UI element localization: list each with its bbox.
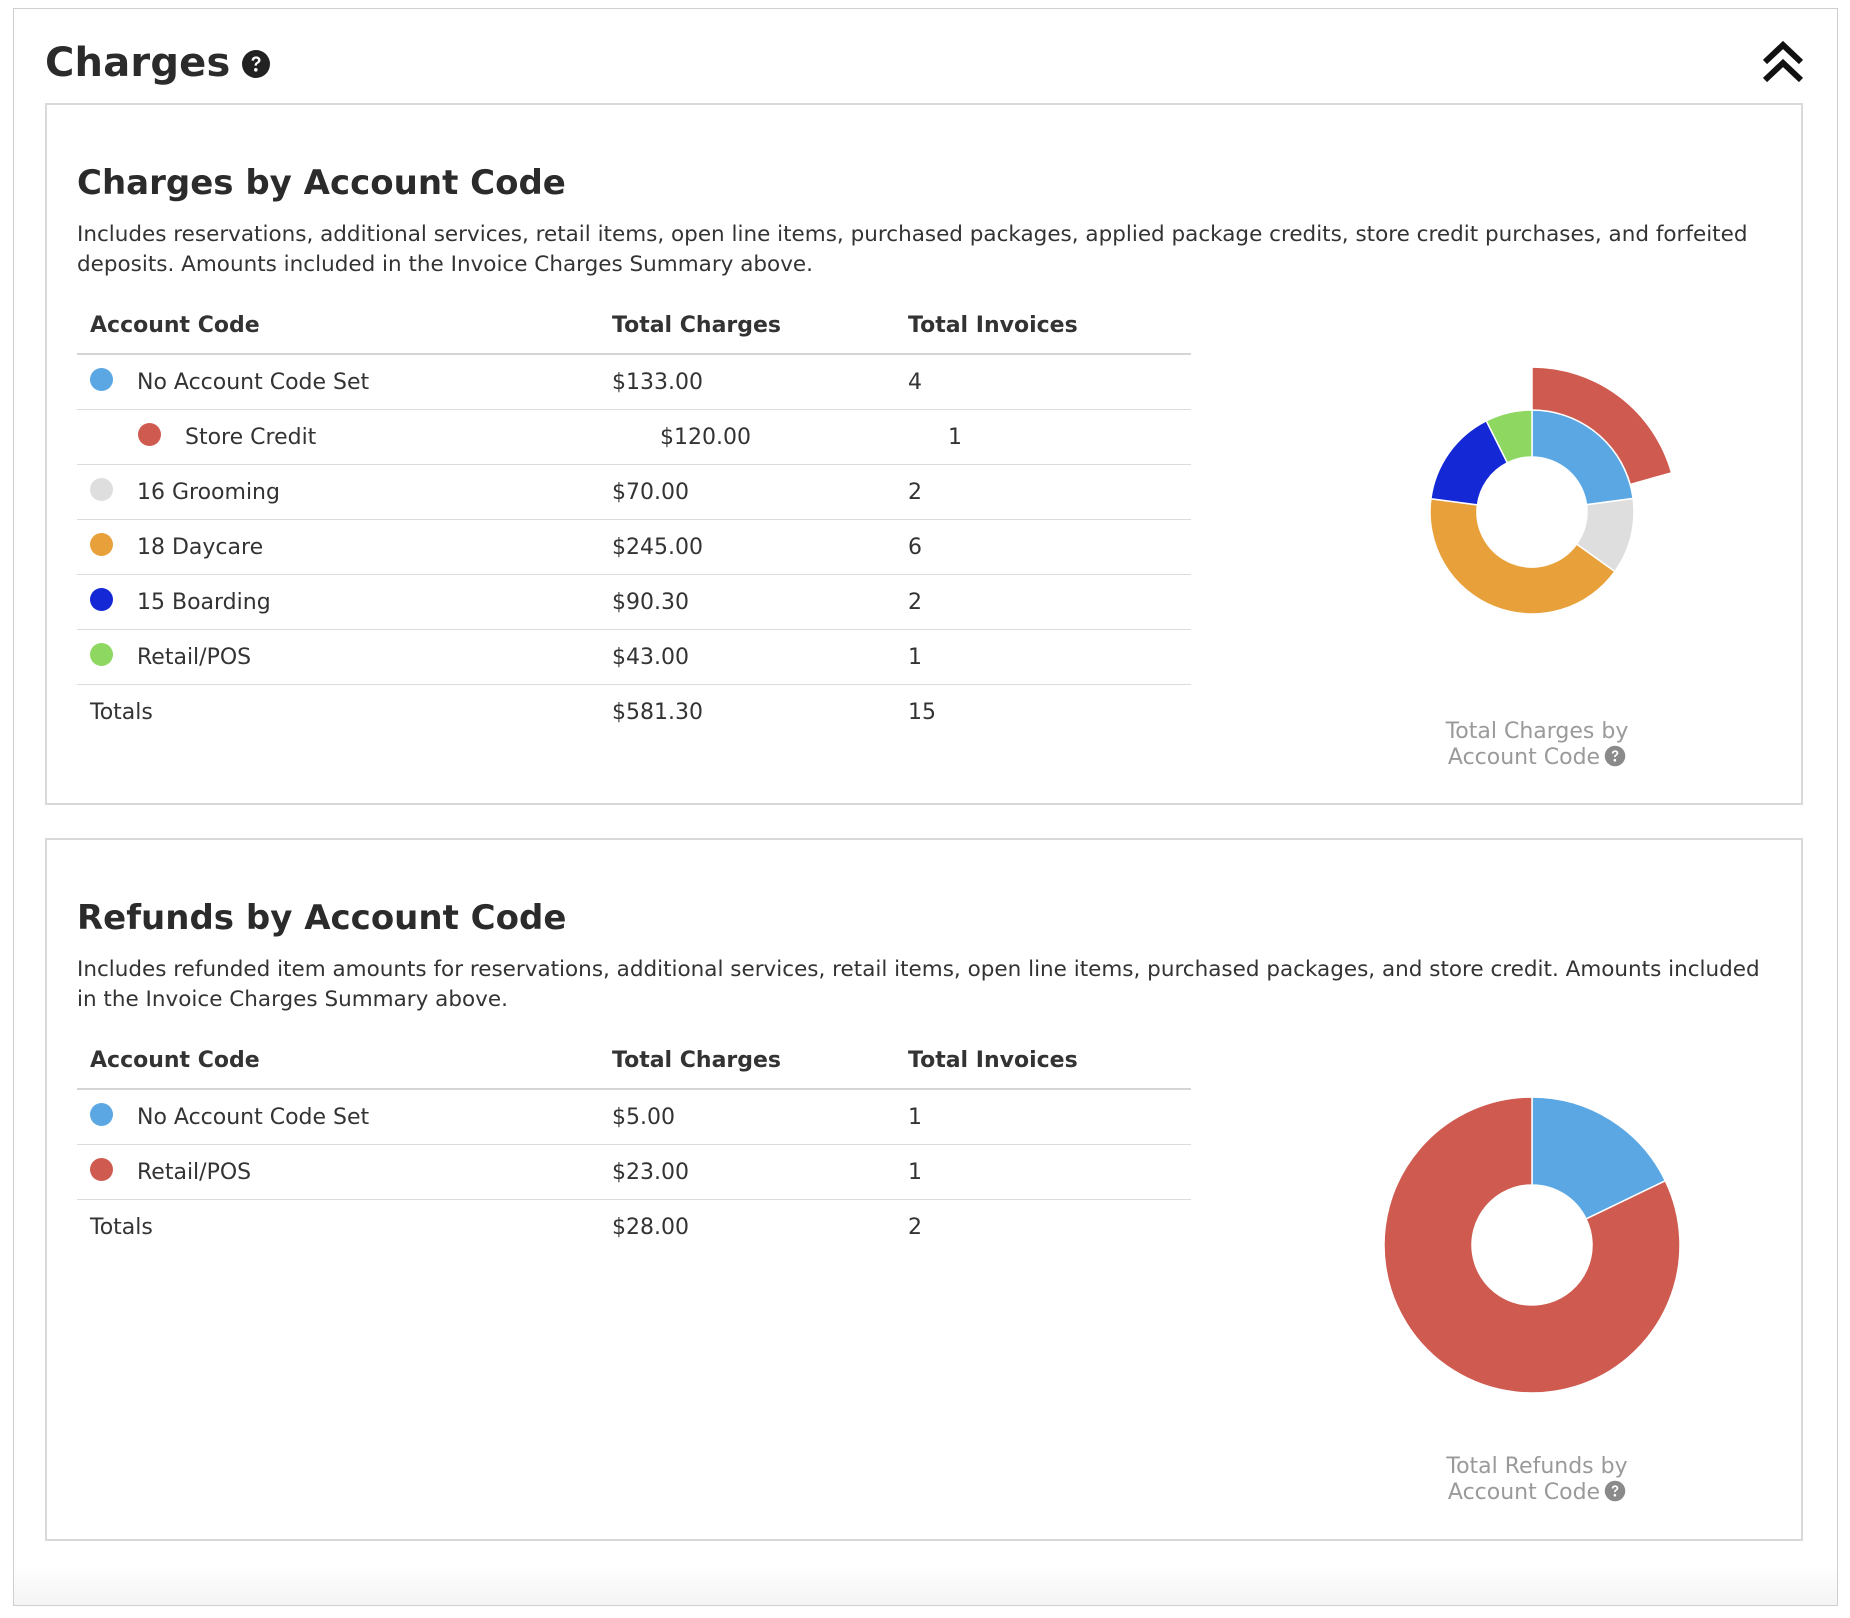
table-header-row: Account Code Total Charges Total Invoice… [77, 297, 1191, 355]
table-row: No Account Code Set $133.00 4 [77, 354, 1191, 410]
charges-by-account-code-panel: Charges by Account Code Includes reserva… [45, 103, 1803, 805]
column-header: Total Charges [599, 297, 895, 355]
double-chevron-up-icon [1762, 40, 1804, 83]
total-charges-cell: $245.00 [599, 519, 895, 575]
totals-label: Totals [90, 699, 153, 725]
account-code-label: No Account Code Set [137, 1104, 370, 1130]
charges-donut-chart [1429, 366, 1673, 615]
section-header: Charges [45, 38, 271, 88]
account-code-cell: No Account Code Set [77, 1089, 599, 1145]
totals-invoices: 2 [908, 1214, 922, 1240]
legend-dot-icon [90, 368, 113, 391]
account-code-cell: Retail/POS [77, 629, 599, 685]
question-circle-icon[interactable] [1604, 745, 1626, 767]
total-charges-cell: $90.30 [599, 574, 895, 630]
account-code-label: 16 Grooming [137, 479, 280, 505]
donut-slice-18-daycare[interactable] [1429, 497, 1616, 615]
refunds-table: Account Code Total Charges Total Invoice… [77, 1032, 1191, 1254]
table-row: Retail/POS $23.00 1 [77, 1144, 1191, 1200]
total-invoices-cell: 1 [895, 1144, 1191, 1200]
total-invoices-cell: 4 [895, 354, 1191, 410]
total-charges-cell: $23.00 [599, 1144, 895, 1200]
table-row: 15 Boarding $90.30 2 [77, 574, 1191, 630]
section-footer-shade [14, 1565, 1837, 1605]
charges-panel-title: Charges by Account Code [77, 163, 566, 203]
total-invoices-cell: 1 [895, 1089, 1191, 1145]
collapse-button[interactable] [1759, 38, 1807, 86]
account-code-label: 18 Daycare [137, 534, 264, 560]
chart-caption-line1: Total Refunds by [1446, 1454, 1628, 1479]
legend-dot-icon [90, 533, 113, 556]
charges-panel-description: Includes reservations, additional servic… [77, 222, 1748, 277]
total-invoices-cell: 6 [895, 519, 1191, 575]
totals-amount: $581.30 [612, 699, 703, 725]
totals-amount: $28.00 [612, 1214, 689, 1240]
donut-slice-store-credit[interactable] [1531, 366, 1673, 486]
legend-dot-icon [90, 643, 113, 666]
donut-slice-retail-pos[interactable] [1485, 409, 1533, 464]
table-row: 16 Grooming $70.00 2 [77, 464, 1191, 520]
total-charges-cell: $133.00 [599, 354, 895, 410]
account-code-cell: 16 Grooming [77, 464, 599, 520]
chart-caption-line1: Total Charges by [1445, 719, 1629, 744]
refunds-donut-chart [1383, 1096, 1681, 1394]
account-code-label: 15 Boarding [137, 589, 271, 615]
account-code-cell: Store Credit [77, 409, 599, 465]
column-header: Total Charges [599, 1032, 895, 1090]
refunds-panel-title: Refunds by Account Code [77, 898, 567, 938]
account-code-cell: 18 Daycare [77, 519, 599, 575]
legend-dot-icon [90, 1103, 113, 1126]
donut-slice-no-account-code-set[interactable] [1531, 1096, 1667, 1220]
account-code-cell: Retail/POS [77, 1144, 599, 1200]
account-code-cell: No Account Code Set [77, 354, 599, 410]
table-row: 18 Daycare $245.00 6 [77, 519, 1191, 575]
refunds-chart-caption: Total Refunds by Account Code [1377, 1454, 1697, 1506]
table-row: No Account Code Set $5.00 1 [77, 1089, 1191, 1145]
total-charges-cell: $70.00 [599, 464, 895, 520]
question-circle-icon[interactable] [1604, 1480, 1626, 1502]
column-header: Account Code [77, 297, 599, 355]
charges-table: Account Code Total Charges Total Invoice… [77, 297, 1191, 739]
totals-invoices: 15 [908, 699, 936, 725]
total-charges-cell: $120.00 [599, 409, 895, 465]
legend-dot-icon [138, 423, 161, 446]
account-code-label: No Account Code Set [137, 369, 370, 395]
table-row: Retail/POS $43.00 1 [77, 629, 1191, 685]
account-code-label: Retail/POS [137, 644, 252, 670]
totals-label: Totals [90, 1214, 153, 1240]
totals-row: Totals $28.00 2 [77, 1200, 1191, 1255]
page-title: Charges [45, 40, 231, 86]
refunds-by-account-code-panel: Refunds by Account Code Includes refunde… [45, 838, 1803, 1541]
total-invoices-cell: 2 [895, 574, 1191, 630]
total-charges-cell: $5.00 [599, 1089, 895, 1145]
chart-caption-line2: Account Code [1447, 745, 1601, 770]
question-circle-icon[interactable] [241, 49, 271, 83]
account-code-label: Retail/POS [137, 1159, 252, 1185]
charges-chart-caption: Total Charges by Account Code [1377, 719, 1697, 771]
column-header: Total Invoices [895, 1032, 1191, 1090]
legend-dot-icon [90, 478, 113, 501]
total-invoices-cell: 1 [895, 409, 1191, 465]
account-code-label: Store Credit [185, 424, 317, 450]
totals-row: Totals $581.30 15 [77, 685, 1191, 740]
chart-caption-line2: Account Code [1447, 1480, 1601, 1505]
legend-dot-icon [90, 1158, 113, 1181]
total-charges-cell: $43.00 [599, 629, 895, 685]
column-header: Account Code [77, 1032, 599, 1090]
table-row: Store Credit $120.00 1 [77, 409, 1191, 465]
refunds-panel-description: Includes refunded item amounts for reser… [77, 957, 1760, 1012]
total-invoices-cell: 2 [895, 464, 1191, 520]
account-code-cell: 15 Boarding [77, 574, 599, 630]
legend-dot-icon [90, 588, 113, 611]
donut-slice-retail-pos[interactable] [1383, 1096, 1681, 1394]
total-invoices-cell: 1 [895, 629, 1191, 685]
column-header: Total Invoices [895, 297, 1191, 355]
table-header-row: Account Code Total Charges Total Invoice… [77, 1032, 1191, 1090]
